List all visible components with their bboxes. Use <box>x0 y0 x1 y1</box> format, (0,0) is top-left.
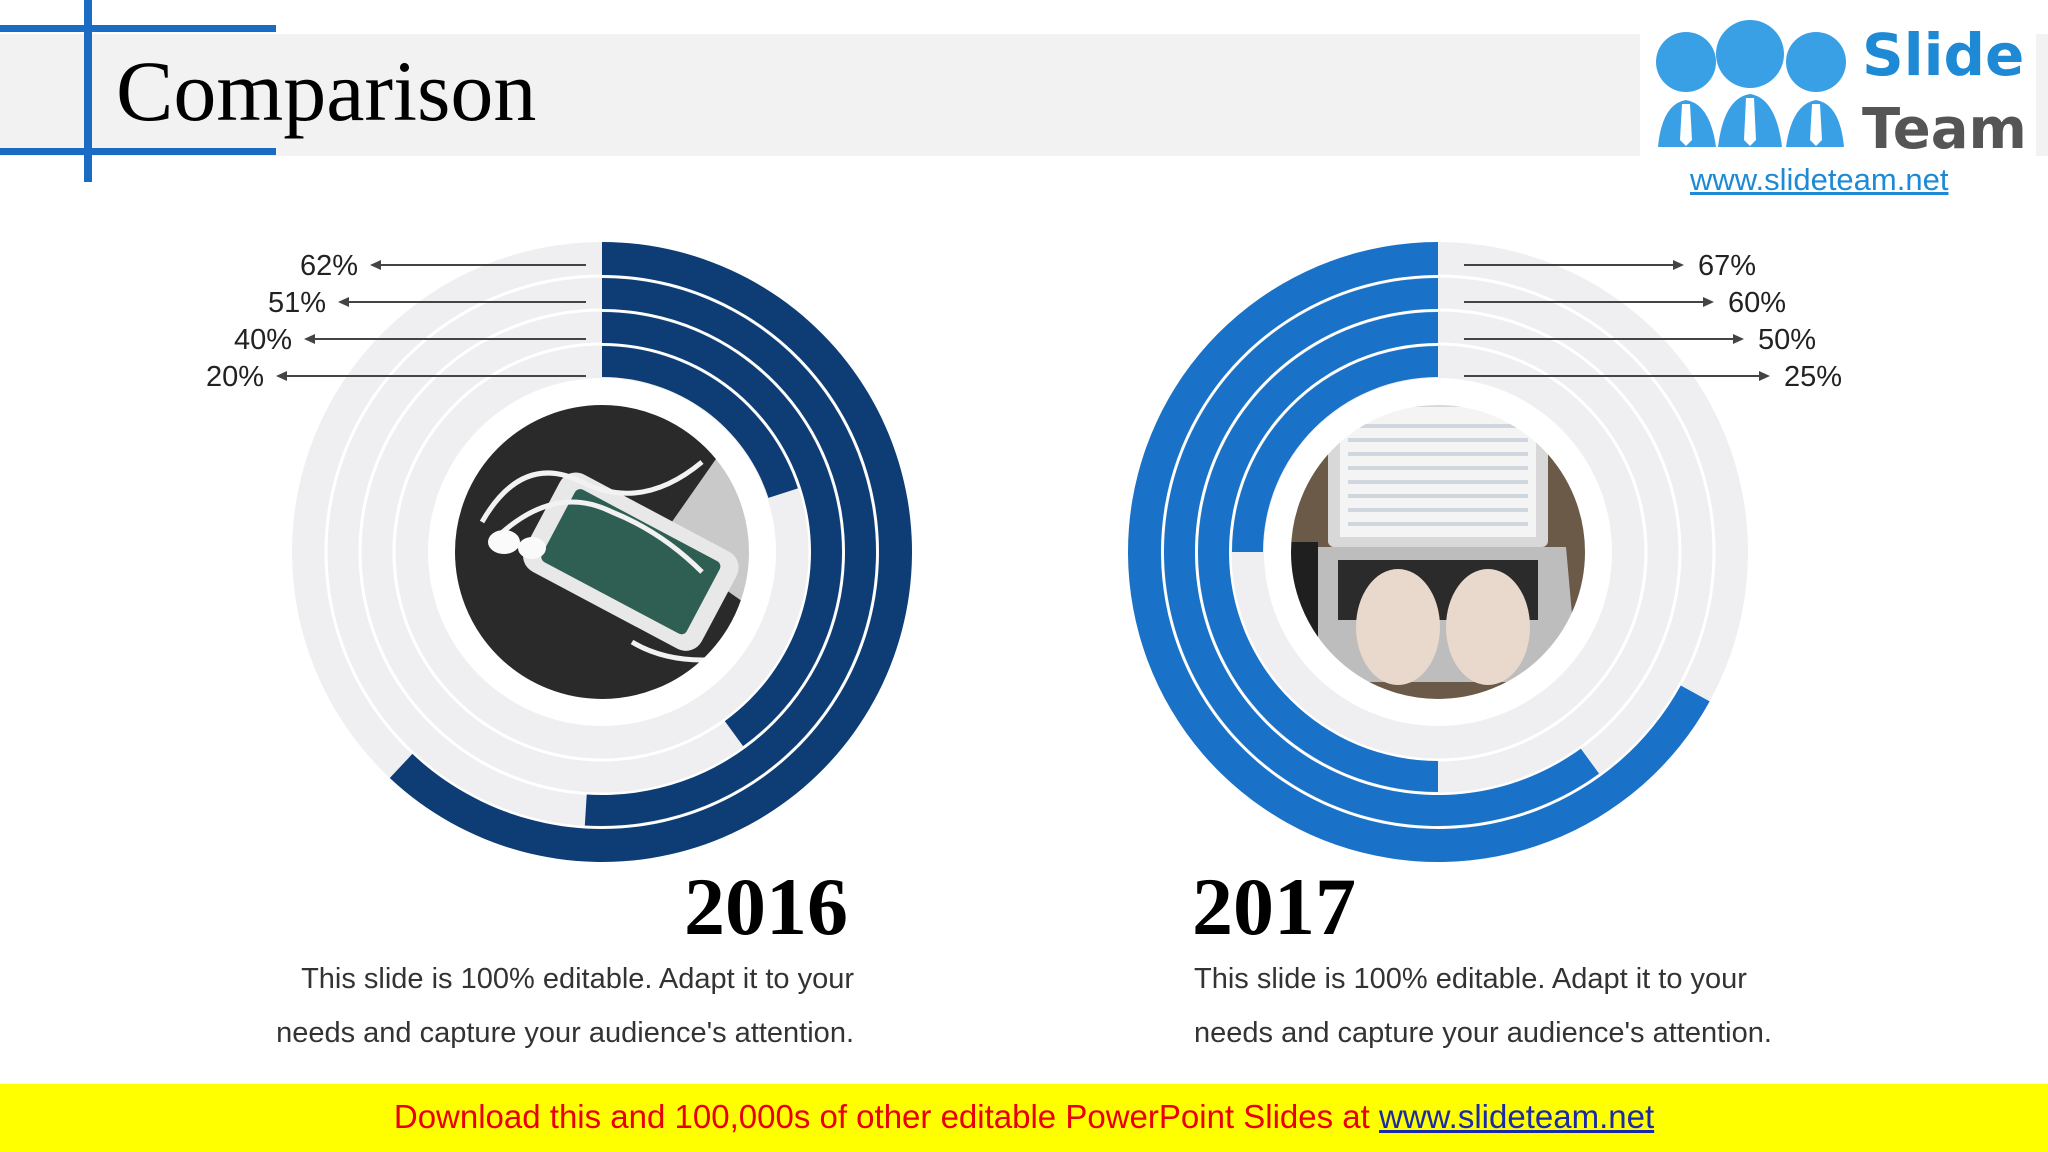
radial-chart-2017-svg: 67% 60% 50% 25% <box>1128 242 1842 862</box>
chart-year-2017: 2017 <box>1192 861 1356 952</box>
description-2017: This slide is 100% editable. Adapt it to… <box>1194 952 1834 1060</box>
radial-chart-2016: 62% 51% 40% 20% <box>206 240 930 885</box>
description-2016: This slide is 100% editable. Adapt it to… <box>214 952 854 1060</box>
ring-bar-2016-3 <box>602 346 798 498</box>
logo-word-team: Team <box>1862 97 2027 162</box>
ring-separator <box>1194 308 1682 796</box>
description-2016-line2: needs and capture your audience's attent… <box>276 1017 854 1049</box>
ring-separator <box>1160 274 1716 830</box>
accent-line-top <box>0 25 276 32</box>
arrow-head-icon <box>1673 260 1684 270</box>
percent-label-2016-1: 51% <box>268 287 326 319</box>
radial-chart-2017: 67% 60% 50% 25% <box>1126 240 1842 885</box>
chart-year-2016: 2016 <box>684 861 848 952</box>
description-2017-line2: needs and capture your audience's attent… <box>1194 1017 1772 1049</box>
page-title: Comparison <box>116 43 537 139</box>
ring-bar-2017-1 <box>1164 278 1600 826</box>
percent-label-2016-3: 20% <box>206 361 264 393</box>
percent-label-2017-2: 50% <box>1758 324 1816 356</box>
percent-label-2017-1: 60% <box>1728 287 1786 319</box>
ring-separator <box>324 274 880 830</box>
arrow-head-icon <box>338 297 349 307</box>
accent-line-bottom <box>0 148 276 155</box>
arrow-head-icon <box>304 334 315 344</box>
percent-label-2017-3: 25% <box>1784 361 1842 393</box>
footer-text: Download this and 100,000s of other edit… <box>0 1100 2048 1133</box>
arrow-head-icon <box>276 371 287 381</box>
ring-separator <box>392 342 812 762</box>
people-icon <box>1656 20 1846 147</box>
ring-bar-2016-0 <box>389 242 912 862</box>
slideteam-logo[interactable]: Slide Team www.slideteam.net <box>1640 12 2036 200</box>
arrow-head-icon <box>370 260 381 270</box>
logo-word-slide: Slide <box>1862 21 2025 89</box>
arrow-head-icon <box>1733 334 1744 344</box>
percent-label-2016-2: 40% <box>234 324 292 356</box>
ring-bar-2017-3 <box>1232 346 1438 552</box>
arrow-head-icon <box>1759 371 1770 381</box>
footer-message: Download this and 100,000s of other edit… <box>393 1098 1379 1135</box>
description-2016-line1: This slide is 100% editable. Adapt it to… <box>301 963 854 995</box>
ring-bar-2016-1 <box>584 278 876 826</box>
percent-label-2016-0: 62% <box>300 250 358 282</box>
ring-separator <box>358 308 846 796</box>
laptop-typing-photo-icon <box>1289 403 1587 701</box>
percent-label-2017-0: 67% <box>1698 250 1756 282</box>
logo-url-link[interactable]: www.slideteam.net <box>1690 162 1949 197</box>
ring-bar-2017-2 <box>1198 312 1438 792</box>
ring-bar-2016-2 <box>602 312 843 747</box>
ring-separator <box>1228 342 1648 762</box>
smartphone-with-earphones-photo-icon <box>453 403 751 701</box>
radial-chart-2016-svg: 62% 51% 40% 20% <box>206 242 912 862</box>
description-2017-line1: This slide is 100% editable. Adapt it to… <box>1194 963 1747 995</box>
accent-line-vertical <box>84 0 92 182</box>
arrow-head-icon <box>1703 297 1714 307</box>
footer-banner <box>0 1084 2048 1152</box>
footer-link[interactable]: www.slideteam.net <box>1379 1098 1655 1135</box>
